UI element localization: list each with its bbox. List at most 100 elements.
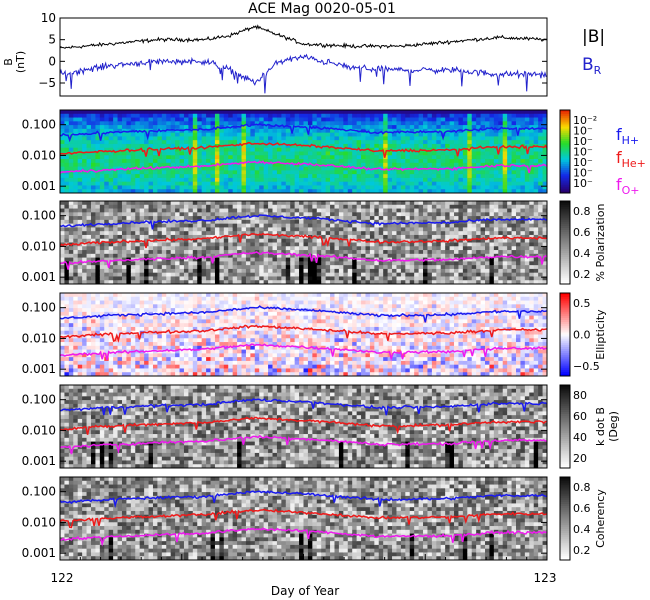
spectrogram-cell [60,304,65,309]
spectrogram-cell [361,185,366,190]
spectrogram-cell [73,311,79,317]
spectrogram-cell [285,227,291,232]
spectrogram-cell [485,155,490,160]
spectrogram-cell [179,276,185,281]
spectrogram-cell [281,234,287,240]
spectrogram-cell [498,136,504,141]
spectrogram-cell [511,159,517,164]
spectrogram-cell [529,162,535,167]
spectrogram-cell [64,368,70,373]
spectrogram-cell [117,268,123,274]
spectrogram-cell [352,174,358,179]
spectrogram-cell [303,212,309,217]
spectrogram-cell [303,280,309,285]
spectrogram-cell [268,140,273,145]
spectrogram-cell [183,140,189,145]
spectrogram-cell [276,238,282,243]
spectrogram-cell [144,128,149,134]
spectrogram-cell [241,110,247,115]
spectrogram-cell [166,132,172,137]
spectrogram-cell [299,204,304,209]
spectrogram-cell [117,231,123,236]
spectrogram-cell [99,231,105,236]
spectrogram-cell [232,189,238,194]
spectrogram-cell [192,128,198,134]
spectrogram-cell [82,151,87,156]
colorbar-cell [560,215,570,219]
spectrogram-cell [254,110,260,115]
spectrogram-cell [383,177,389,183]
spectrogram-cell [285,242,291,247]
spectrogram-cell [538,181,543,186]
spectrogram-cell [516,162,521,167]
spectrogram-cell [73,300,79,305]
spectrogram-cell [334,212,340,217]
spectrogram-cell [485,212,490,217]
spectrogram-cell [507,208,512,213]
spectrogram-cell [144,265,149,270]
spectrogram-cell [423,162,428,167]
spectrogram-cell [170,185,176,190]
spectrogram-cell [201,155,207,160]
spectrogram-cell [161,162,167,167]
spectrogram-cell [396,189,402,194]
spectrogram-cell [423,208,428,213]
spectrogram-cell [405,265,411,270]
spectrogram-cell [347,147,353,152]
spectrogram-cell [343,246,349,251]
spectrogram-cell [498,170,504,175]
spectrogram-cell [405,113,411,118]
spectrogram-cell [175,121,180,126]
spectrogram-cell [409,204,415,209]
spectrogram-cell [285,128,291,134]
spectrogram-cell [316,268,322,274]
spectrogram-cell [170,234,176,240]
spectrogram-cell [405,216,411,221]
spectrogram-cell [303,257,309,262]
spectrogram-cell [148,216,154,221]
spectrogram-cell [259,143,265,149]
spectrogram-cell [347,155,353,160]
spectrogram-cell [387,253,393,258]
spectrogram-cell [400,174,406,179]
spectrogram-cell [498,155,504,160]
spectrogram-cell [285,143,291,149]
spectrogram-cell [166,143,172,149]
spectrogram-cell [542,246,548,251]
spectrogram-cell [188,246,194,251]
spectrogram-cell [241,181,247,186]
spectrogram-cell [135,110,141,115]
spectrogram-cell [237,257,242,262]
spectrogram-cell [77,166,83,171]
spectrogram-cell [418,227,424,232]
spectrogram-cell [285,204,291,209]
spectrogram-cell [113,151,118,156]
spectrogram-cell [192,265,198,270]
spectrogram-cell [201,219,207,225]
spectrogram-cell [294,204,300,209]
spectrogram-cell [507,117,512,122]
spectrogram-cell [485,132,490,137]
spectrogram-cell [520,132,526,137]
spectrogram-cell [281,136,287,141]
colorbar-cell [560,201,570,204]
spectrogram-cell [152,268,158,274]
spectrogram-cell [471,253,477,258]
spectrogram-cell [86,231,92,236]
spectrogram-cell [232,212,238,217]
colorbar-cell [560,217,570,221]
spectrogram-cell [383,189,389,194]
spectrogram-cell [378,147,384,152]
spectrogram-cell [170,268,176,274]
spectrogram-cell [157,212,163,217]
spectrogram-cell [524,189,530,194]
spectrogram-cell [99,268,105,274]
spectrogram-cell [183,204,189,209]
spectrogram-cell [90,125,96,130]
spectrogram-cell [210,151,216,156]
spectrogram-cell [396,276,402,281]
spectrogram-cell [449,140,455,145]
spectrogram-cell [414,276,420,281]
spectrogram-cell [299,117,304,122]
spectrogram-cell [511,253,517,258]
